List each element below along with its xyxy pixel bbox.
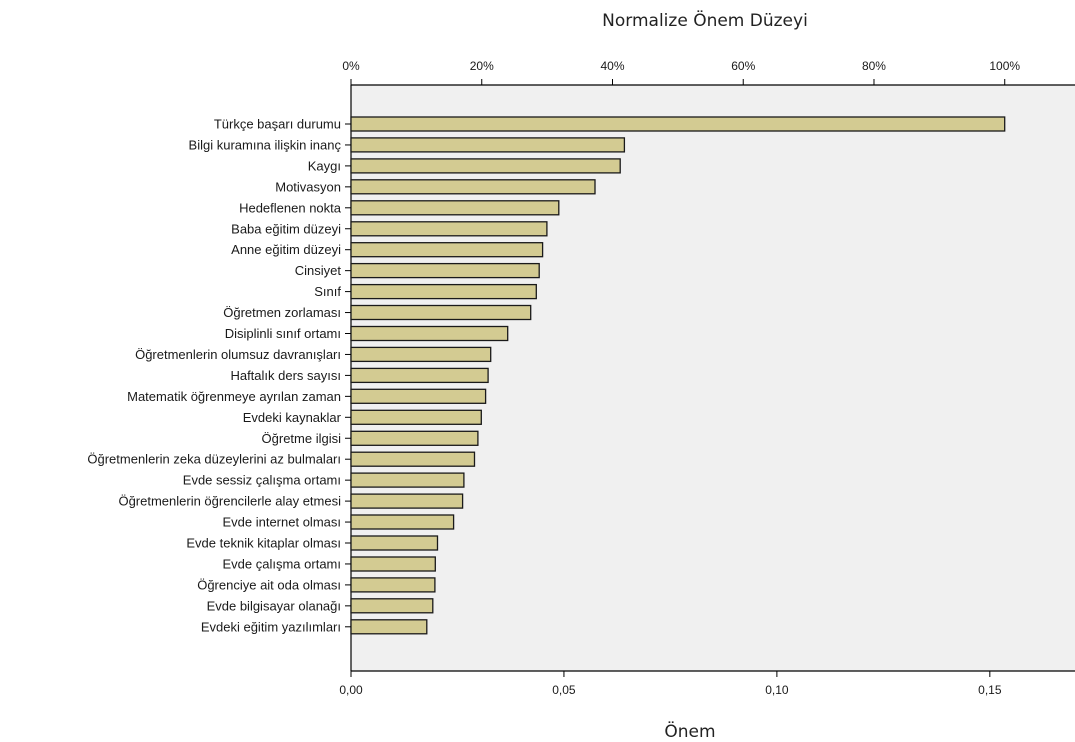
bar bbox=[350, 221, 548, 237]
bar bbox=[350, 577, 436, 593]
category-label: Motivasyon bbox=[275, 179, 341, 194]
category-label: Öğretmenlerin zeka düzeylerini az bulmal… bbox=[87, 452, 341, 467]
category-label: Öğrenciye ait oda olması bbox=[197, 577, 341, 592]
category-label: Baba eğitim düzeyi bbox=[231, 221, 341, 236]
bar bbox=[350, 619, 428, 635]
category-label: Evdeki eğitim yazılımları bbox=[201, 619, 341, 634]
bar bbox=[350, 179, 596, 195]
bar bbox=[350, 556, 436, 572]
top-axis-tick-label: 20% bbox=[470, 59, 494, 73]
category-label: Öğretme ilgisi bbox=[262, 431, 342, 446]
category-label: Evde teknik kitaplar olması bbox=[186, 536, 341, 551]
category-label: Türkçe başarı durumu bbox=[214, 117, 341, 132]
top-axis-tick-label: 40% bbox=[600, 59, 624, 73]
top-axis-tick-label: 60% bbox=[731, 59, 755, 73]
bar bbox=[350, 304, 532, 321]
x-axis-tick-label: 0,15 bbox=[978, 683, 1002, 697]
bar bbox=[350, 158, 621, 174]
bar bbox=[350, 116, 1006, 132]
bar bbox=[350, 388, 487, 404]
bar bbox=[350, 367, 489, 384]
bar bbox=[350, 430, 479, 446]
category-label: Disiplinli sınıf ortamı bbox=[225, 326, 341, 341]
category-label: Kaygı bbox=[308, 158, 341, 173]
bar bbox=[350, 535, 439, 551]
category-label: Evdeki kaynaklar bbox=[243, 410, 342, 425]
bar bbox=[350, 346, 492, 363]
top-axis-tick-label: 0% bbox=[342, 59, 360, 73]
category-label: Öğretmen zorlaması bbox=[223, 305, 341, 320]
x-axis-tick-label: 0,10 bbox=[765, 683, 789, 697]
bar bbox=[350, 598, 434, 614]
top-axis-tick-label: 80% bbox=[862, 59, 886, 73]
category-label: Hedeflenen nokta bbox=[239, 200, 342, 215]
bar bbox=[350, 137, 626, 153]
bar bbox=[350, 262, 540, 279]
bar bbox=[350, 200, 560, 216]
category-label: Cinsiyet bbox=[295, 263, 342, 278]
top-axis-title: Normalize Önem Düzeyi bbox=[602, 9, 808, 31]
category-label: Öğretmenlerin olumsuz davranışları bbox=[135, 347, 341, 362]
category-label: Haftalık ders sayısı bbox=[230, 368, 341, 383]
category-label: Matematik öğrenmeye ayrılan zaman bbox=[127, 389, 341, 404]
bar bbox=[350, 242, 544, 258]
category-label: Sınıf bbox=[314, 284, 341, 299]
category-label: Evde çalışma ortamı bbox=[223, 557, 342, 572]
bar bbox=[350, 493, 464, 509]
bar bbox=[350, 325, 509, 342]
category-label: Anne eğitim düzeyi bbox=[231, 242, 341, 257]
category-label: Bilgi kuramına ilişkin inanç bbox=[189, 137, 342, 152]
x-axis-tick-label: 0,05 bbox=[552, 683, 576, 697]
bar bbox=[350, 451, 476, 467]
bar bbox=[350, 514, 455, 530]
top-axis-tick-label: 100% bbox=[989, 59, 1020, 73]
bar bbox=[350, 472, 465, 488]
category-label: Evde internet olması bbox=[222, 515, 341, 530]
category-label: Öğretmenlerin öğrencilerle alay etmesi bbox=[118, 494, 341, 509]
bar bbox=[350, 409, 482, 425]
x-axis-tick-label: 0,00 bbox=[339, 683, 363, 697]
bar bbox=[350, 283, 537, 300]
x-axis-title: Önem bbox=[664, 720, 715, 742]
category-label: Evde sessiz çalışma ortamı bbox=[183, 473, 341, 488]
category-label: Evde bilgisayar olanağı bbox=[207, 598, 341, 613]
